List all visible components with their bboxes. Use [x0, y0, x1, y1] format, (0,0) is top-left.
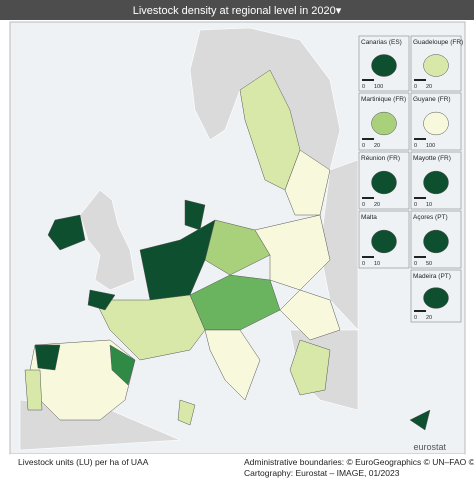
- scale-bar: [362, 256, 374, 258]
- scale-label: 100: [374, 84, 383, 90]
- inset-label: Guadeloupe (FR): [413, 39, 463, 46]
- inset-label: Martinique (FR): [361, 96, 406, 103]
- inset-label: Réunion (FR): [361, 155, 400, 162]
- scale-bar: [362, 197, 374, 199]
- scale-label: 20: [374, 202, 380, 208]
- inset-region: [371, 111, 397, 136]
- cartography: Cartography: Eurostat – IMAGE, 01/2023: [244, 468, 400, 478]
- scale-label: 20: [374, 143, 380, 149]
- inset-label: Açores (PT): [413, 214, 448, 221]
- scale-label: 10: [426, 202, 432, 208]
- credits: Administrative boundaries: © EuroGeograp…: [244, 457, 474, 467]
- scale-label: 0: [362, 261, 365, 267]
- scale-label: 0: [362, 143, 365, 149]
- scale-label: 0: [414, 315, 417, 321]
- scale-label: 0: [414, 261, 417, 267]
- inset-label: Madeira (PT): [413, 273, 451, 280]
- scale-bar: [414, 310, 426, 312]
- inset-region: [423, 54, 449, 77]
- inset-label: Canarias (ES): [361, 39, 402, 46]
- inset-region: [423, 287, 449, 309]
- inset-region: [423, 229, 449, 254]
- scale-label: 50: [426, 261, 432, 267]
- inset-label: Mayotte (FR): [413, 155, 451, 162]
- scale-bar: [362, 79, 374, 81]
- title-bar: [0, 0, 474, 20]
- legend-unit: Livestock units (LU) per ha of UAA: [18, 457, 149, 467]
- inset-label: Guyane (FR): [413, 96, 451, 103]
- inset-region: [371, 170, 397, 195]
- scale-bar: [414, 256, 426, 258]
- inset-region: [371, 229, 397, 254]
- scale-bar: [362, 138, 374, 140]
- scale-label: 10: [374, 261, 380, 267]
- inset-region: [423, 170, 449, 195]
- inset-label: Malta: [361, 214, 377, 221]
- inset-region: [371, 54, 397, 77]
- inset-region: [423, 111, 449, 136]
- scale-bar: [414, 138, 426, 140]
- title[interactable]: Livestock density at regional level in 2…: [133, 5, 342, 17]
- eu-regions: [24, 69, 431, 431]
- scale-label: 0: [414, 202, 417, 208]
- scale-label: 20: [426, 84, 432, 90]
- scale-bar: [414, 197, 426, 199]
- scale-label: 0: [414, 143, 417, 149]
- scale-label: 0: [414, 84, 417, 90]
- scale-label: 0: [362, 84, 365, 90]
- scale-label: 0: [362, 202, 365, 208]
- scale-bar: [414, 79, 426, 81]
- brand: eurostat: [413, 442, 446, 452]
- inset-box: [410, 269, 462, 323]
- scale-label: 20: [426, 315, 432, 321]
- scale-label: 100: [426, 143, 435, 149]
- footer-bg: [10, 454, 465, 480]
- inset-box: [410, 92, 462, 151]
